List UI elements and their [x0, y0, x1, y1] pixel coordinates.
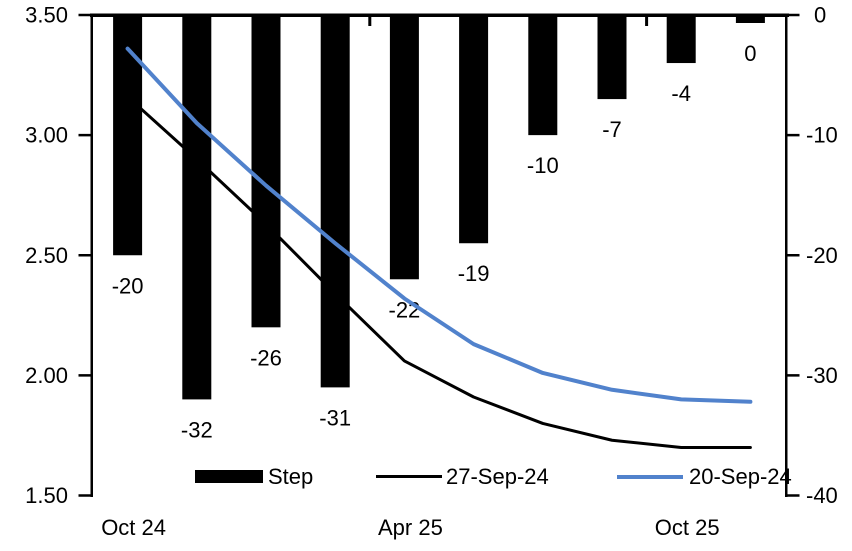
right-axis-tick-label: -40 — [806, 483, 838, 508]
line-series-20-sep-24 — [125, 46, 753, 404]
bar-data-label: -26 — [250, 345, 282, 370]
legend-item-step: Step — [195, 463, 313, 490]
left-axis-tick — [78, 374, 91, 377]
bar-data-label: 0 — [744, 41, 756, 66]
top-axis-line — [90, 13, 789, 17]
right-axis-tick — [787, 254, 800, 257]
top-axis-tick — [645, 17, 649, 26]
legend-bar-swatch — [195, 470, 263, 483]
left-axis-line — [90, 13, 93, 497]
bar-step — [389, 15, 419, 280]
legend-item-27-sep-24: 27-Sep-24 — [376, 463, 549, 490]
left-axis-tick-label: 3.00 — [25, 123, 68, 148]
right-axis-tick-label: -20 — [806, 243, 838, 268]
legend-item-20-sep-24: 20-Sep-24 — [617, 463, 792, 490]
legend-label-27-sep-24: 27-Sep-24 — [446, 463, 549, 489]
bar-data-label: -32 — [181, 417, 213, 442]
legend-black-line-swatch — [376, 475, 442, 478]
x-axis-label: Oct 24 — [101, 515, 166, 540]
line-series-27-sep-24 — [126, 95, 752, 449]
bar-step — [735, 15, 765, 23]
bar-data-label: -10 — [527, 153, 559, 178]
bar-data-label: -31 — [319, 405, 351, 430]
bar-step — [320, 15, 350, 388]
bar-data-label: -20 — [112, 273, 144, 298]
right-axis-tick — [787, 494, 800, 497]
right-axis-tick-label: -30 — [806, 363, 838, 388]
bar-step — [597, 15, 627, 100]
right-axis-tick — [787, 13, 800, 17]
bar-step — [251, 15, 281, 328]
right-axis-tick-label: 0 — [814, 3, 826, 28]
bar-step — [528, 15, 558, 136]
legend-blue-line-swatch — [617, 474, 683, 479]
bar-data-label: -19 — [458, 261, 490, 286]
x-axis-label: Apr 25 — [378, 515, 443, 540]
bar-step — [182, 15, 212, 400]
left-axis-tick — [78, 133, 91, 137]
right-axis-tick — [787, 374, 800, 377]
left-axis-tick-label: 2.00 — [25, 363, 68, 388]
bar-data-label: -4 — [671, 81, 691, 106]
legend-label-20-sep-24: 20-Sep-24 — [689, 463, 792, 489]
bar-step — [666, 15, 696, 64]
left-axis-tick — [78, 13, 91, 17]
right-axis-tick — [787, 133, 800, 137]
left-axis-tick — [78, 254, 91, 257]
left-axis-tick — [78, 494, 91, 497]
bar-step — [113, 15, 143, 256]
left-axis-tick-label: 3.50 — [25, 3, 68, 28]
bar-step — [459, 15, 489, 244]
left-axis-tick-label: 1.50 — [25, 483, 68, 508]
right-axis-line — [785, 13, 788, 497]
legend-label-step: Step — [268, 463, 314, 489]
x-axis-label: Oct 25 — [655, 515, 720, 540]
right-axis-tick-label: -10 — [806, 123, 838, 148]
bar-data-label: -7 — [602, 117, 622, 142]
left-axis-tick-label: 2.50 — [25, 243, 68, 268]
top-axis-tick — [368, 17, 372, 26]
bar-data-label: -22 — [389, 297, 421, 322]
